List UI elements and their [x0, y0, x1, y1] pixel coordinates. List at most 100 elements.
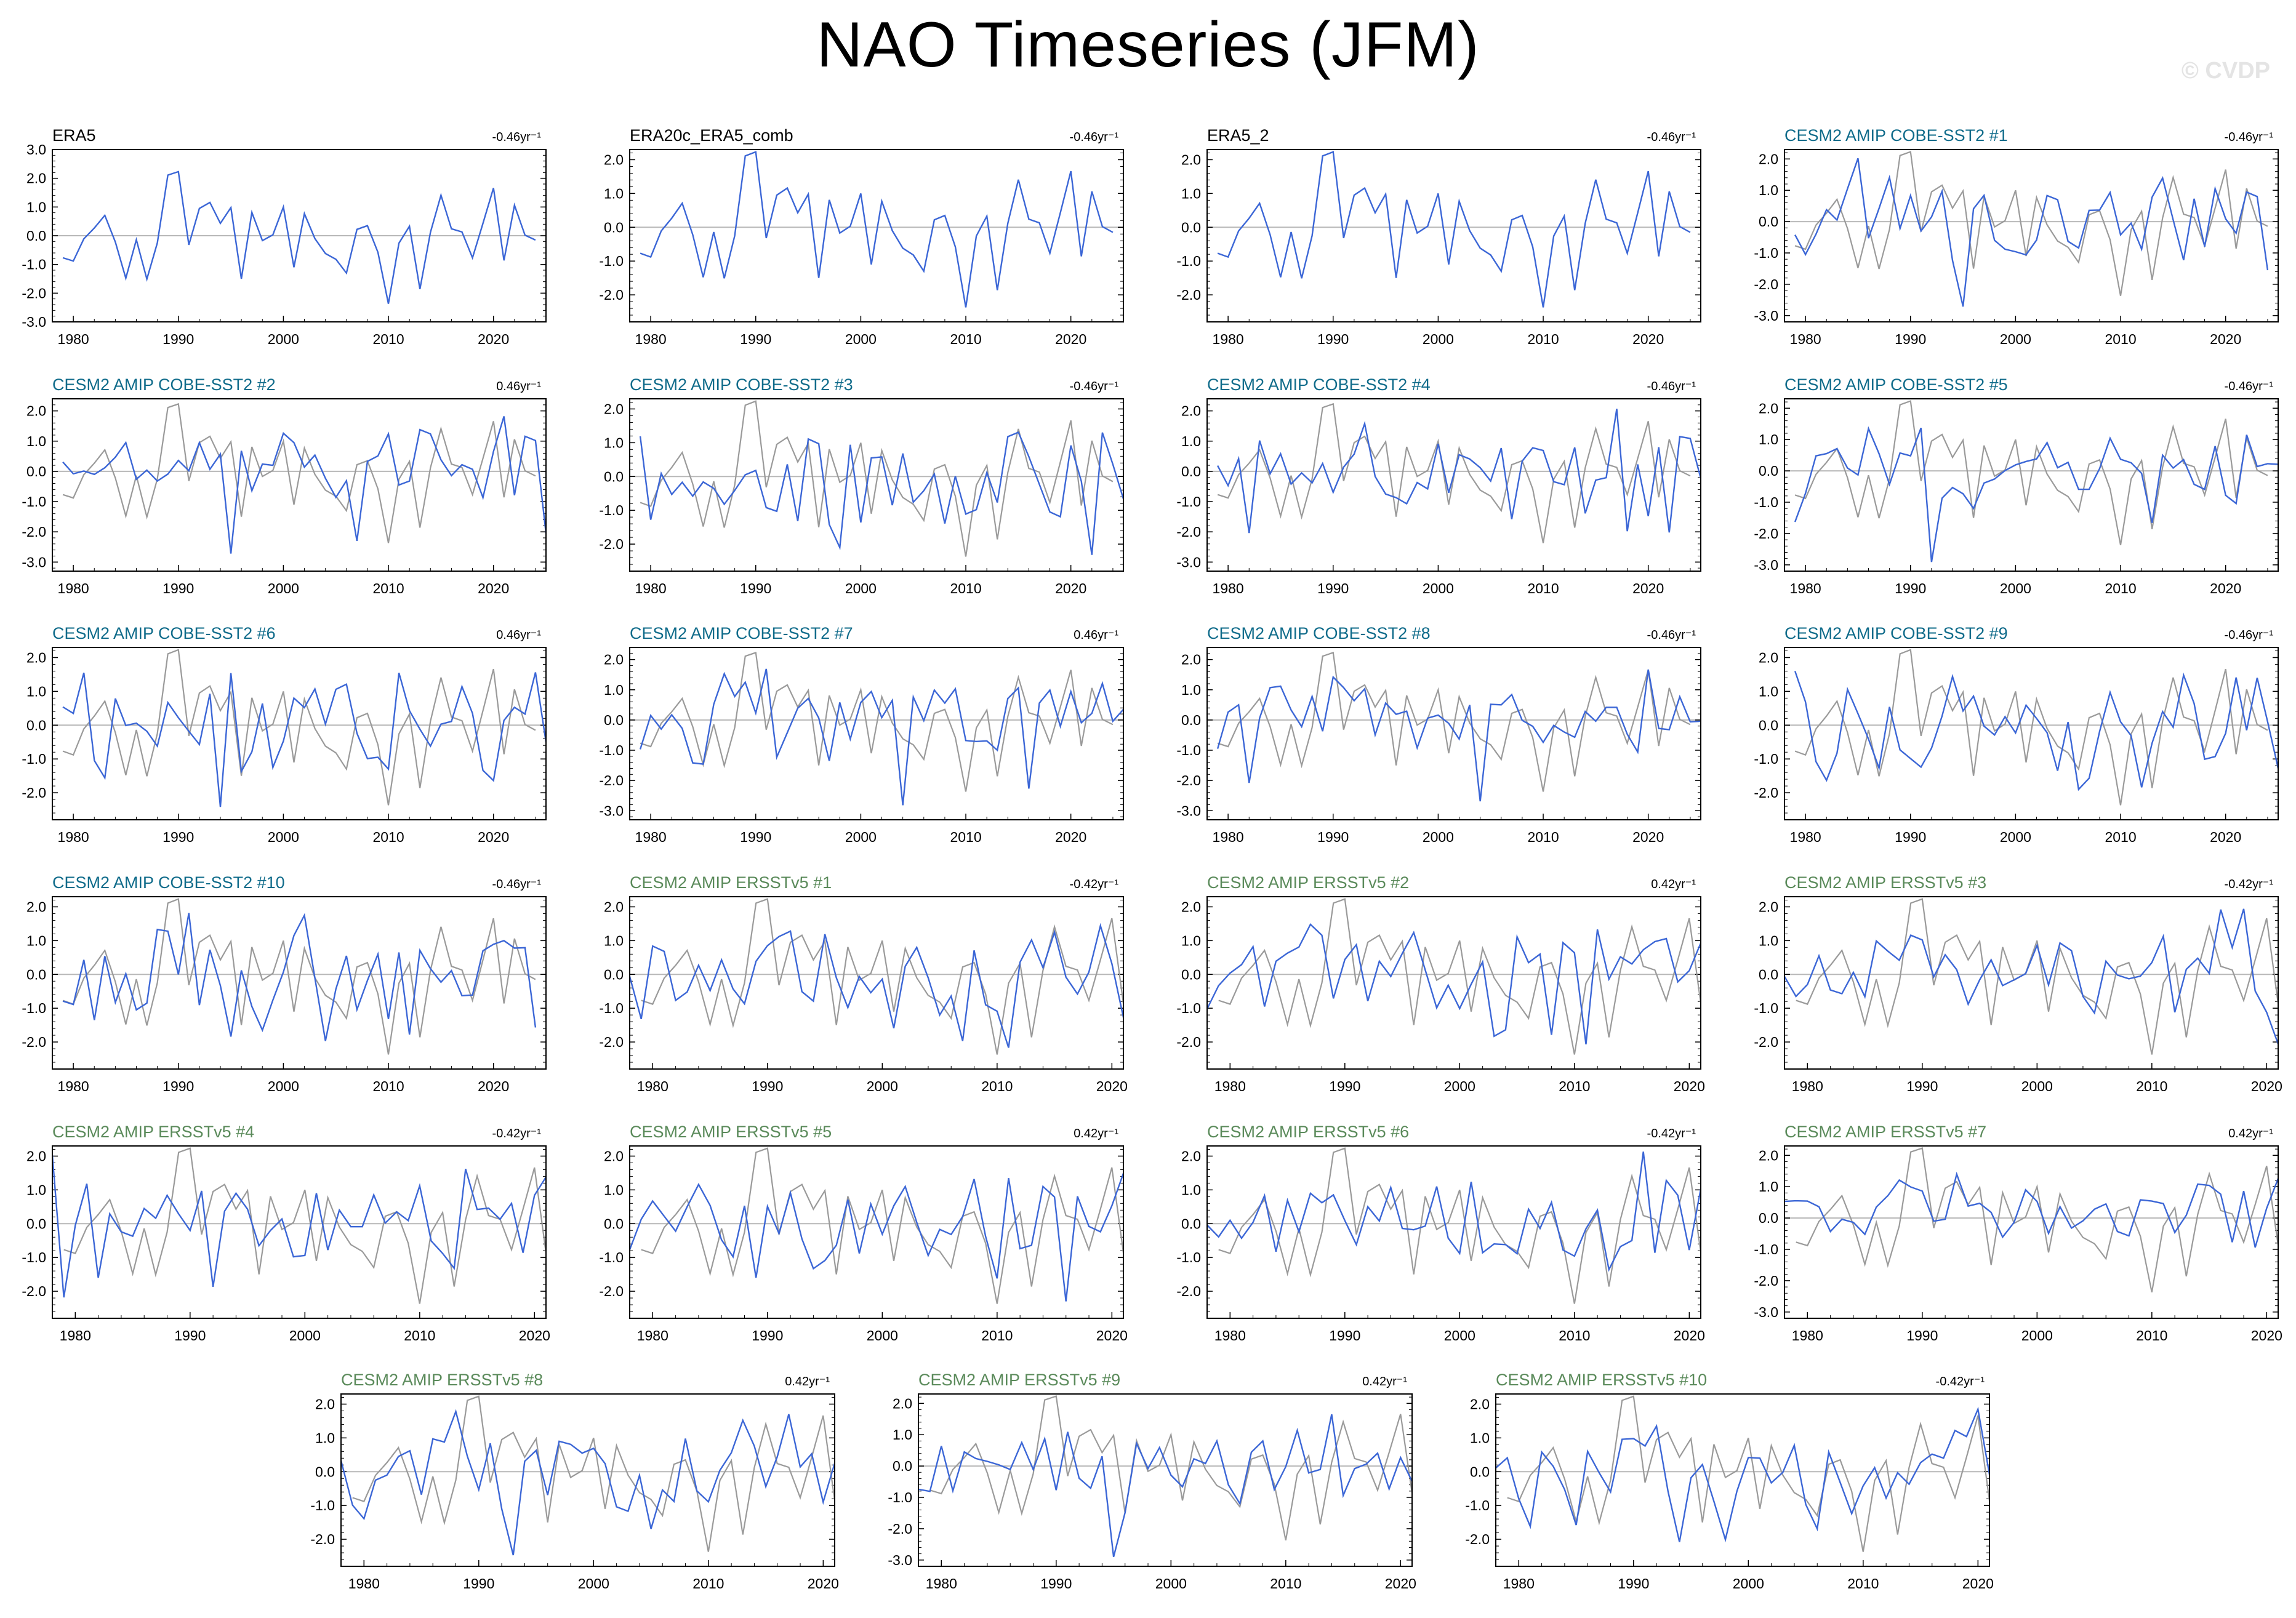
- panel-title: CESM2 AMIP ERSSTv5 #1: [630, 873, 832, 892]
- panel-title: CESM2 AMIP COBE-SST2 #2: [52, 375, 276, 394]
- trend-label: -0.46yr⁻¹: [1070, 130, 1119, 144]
- x-tick-label: 1990: [1040, 1576, 1072, 1592]
- panel-4: CESM2 AMIP COBE-SST2 #1 -0.46yr⁻¹ 2.0 1.0 0.…: [1754, 126, 2279, 347]
- y-tick-label: -2.0: [22, 785, 46, 801]
- x-tick-label: 2020: [1674, 1328, 1705, 1344]
- panel-19: CESM2 AMIP ERSSTv5 #6 -0.42yr⁻¹ 2.0 1.0 0.0 -…: [1176, 1123, 1705, 1344]
- y-tick-label: -2.0: [599, 287, 624, 303]
- y-tick-label: 1.0: [1470, 1430, 1490, 1446]
- panel-title: CESM2 AMIP COBE-SST2 #8: [1207, 624, 1431, 643]
- y-tick-label: 0.0: [1759, 214, 1778, 230]
- x-tick-label: 1980: [1790, 580, 1821, 596]
- y-tick-label: 2.0: [1759, 400, 1778, 416]
- x-tick-label: 2000: [867, 1328, 898, 1344]
- x-tick-label: 1990: [163, 1078, 194, 1094]
- panel-title: ERA5: [52, 126, 96, 145]
- x-tick-label: 1980: [926, 1576, 957, 1592]
- observed-series-line: [1794, 400, 2268, 545]
- y-tick-label: 2.0: [604, 151, 624, 167]
- x-tick-label: 1990: [1895, 580, 1926, 596]
- x-tick-label: 2010: [950, 580, 981, 596]
- x-tick-label: 2000: [2021, 1328, 2053, 1344]
- observed-series-line: [1218, 1147, 1701, 1304]
- x-tick-label: 2010: [372, 1078, 404, 1094]
- x-tick-label: 2010: [1559, 1078, 1590, 1094]
- x-tick-label: 2010: [404, 1328, 435, 1344]
- trend-label: -0.42yr⁻¹: [1647, 1127, 1696, 1140]
- y-tick-label: 1.0: [604, 932, 624, 948]
- x-tick-label: 2010: [981, 1078, 1013, 1094]
- plot-frame: [1784, 647, 2279, 820]
- y-tick-label: 1.0: [604, 682, 624, 698]
- plot-frame: [1206, 398, 1701, 572]
- nao-series-line: [1216, 669, 1701, 802]
- x-tick-label: 2000: [867, 1078, 898, 1094]
- x-tick-label: 2010: [1527, 829, 1559, 845]
- trend-label: -0.46yr⁻¹: [492, 130, 542, 144]
- y-tick-label: -1.0: [1754, 1000, 1778, 1016]
- observed-series-line: [1217, 651, 1691, 792]
- x-tick-label: 2010: [2105, 829, 2136, 845]
- x-tick-label: 2010: [1559, 1328, 1590, 1344]
- y-tick-label: -2.0: [599, 536, 624, 552]
- page-title: NAO Timeseries (JFM): [816, 9, 1480, 81]
- x-tick-label: 2010: [981, 1328, 1013, 1344]
- nao-series-line: [1794, 158, 2269, 307]
- plot-frame: [1206, 1145, 1701, 1319]
- x-tick-label: 1990: [740, 331, 771, 347]
- y-tick-label: 1.0: [26, 1182, 46, 1198]
- trend-label: 0.46yr⁻¹: [1074, 628, 1118, 642]
- panel-title: CESM2 AMIP ERSSTv5 #5: [630, 1123, 832, 1141]
- y-tick-label: 1.0: [1181, 682, 1201, 698]
- x-tick-label: 2000: [1423, 331, 1454, 347]
- y-tick-label: 2.0: [26, 899, 46, 915]
- y-tick-label: -3.0: [22, 314, 46, 330]
- nao-series-line: [639, 431, 1123, 555]
- x-tick-label: 1990: [174, 1328, 206, 1344]
- x-tick-label: 2020: [1632, 829, 1664, 845]
- x-tick-label: 1980: [1503, 1576, 1535, 1592]
- y-tick-label: -2.0: [1754, 1034, 1778, 1050]
- x-tick-label: 2020: [478, 829, 509, 845]
- plot-frame: [52, 398, 547, 572]
- y-tick-label: 0.0: [1759, 966, 1778, 982]
- plot-frame: [52, 149, 547, 322]
- trend-label: -0.42yr⁻¹: [492, 1127, 542, 1140]
- y-tick-label: 0.0: [315, 1464, 335, 1480]
- x-tick-label: 1990: [1317, 580, 1349, 596]
- plot-frame: [1784, 398, 2279, 572]
- plot-frame: [1495, 1393, 1990, 1567]
- y-tick-label: -1.0: [1754, 751, 1778, 767]
- y-tick-label: -1.0: [599, 1249, 624, 1265]
- y-tick-label: 2.0: [604, 401, 624, 417]
- y-tick-label: 0.0: [1181, 219, 1201, 235]
- nao-series-line: [52, 1155, 546, 1298]
- x-tick-label: 1980: [58, 1078, 89, 1094]
- y-tick-label: 2.0: [893, 1395, 912, 1411]
- y-tick-label: 2.0: [1181, 899, 1201, 915]
- trend-label: 0.42yr⁻¹: [785, 1375, 830, 1388]
- y-tick-label: -1.0: [22, 1249, 46, 1265]
- observed-series-line: [63, 1147, 546, 1304]
- y-tick-label: 0.0: [26, 717, 46, 733]
- y-tick-label: -1.0: [1176, 494, 1201, 510]
- trend-label: -0.46yr⁻¹: [1647, 130, 1696, 144]
- panel-16: CESM2 AMIP ERSSTv5 #3 -0.42yr⁻¹ 2.0 1.0 0.0 -…: [1754, 873, 2282, 1094]
- panel-21: CESM2 AMIP ERSSTv5 #8 0.42yr⁻¹ 2.0 1.0 0.0 -1…: [310, 1371, 839, 1592]
- x-tick-label: 1990: [1906, 1078, 1938, 1094]
- y-tick-label: 0.0: [604, 1216, 624, 1232]
- y-tick-label: 0.0: [1759, 717, 1778, 733]
- x-tick-label: 2020: [1632, 331, 1664, 347]
- y-tick-label: -1.0: [1754, 1241, 1778, 1257]
- y-tick-label: -1.0: [22, 494, 46, 510]
- y-tick-label: 1.0: [26, 683, 46, 699]
- x-tick-label: 2020: [1055, 829, 1086, 845]
- panel-11: CESM2 AMIP COBE-SST2 #8 -0.46yr⁻¹ 2.0 1.0 0.…: [1176, 624, 1701, 845]
- x-tick-label: 2020: [519, 1328, 550, 1344]
- y-tick-label: -3.0: [599, 803, 624, 819]
- panel-title: ERA5_2: [1207, 126, 1269, 145]
- y-tick-label: 1.0: [1759, 1179, 1778, 1195]
- panel-title: CESM2 AMIP COBE-SST2 #6: [52, 624, 276, 643]
- x-tick-label: 1980: [1213, 331, 1244, 347]
- x-tick-label: 2010: [2105, 331, 2136, 347]
